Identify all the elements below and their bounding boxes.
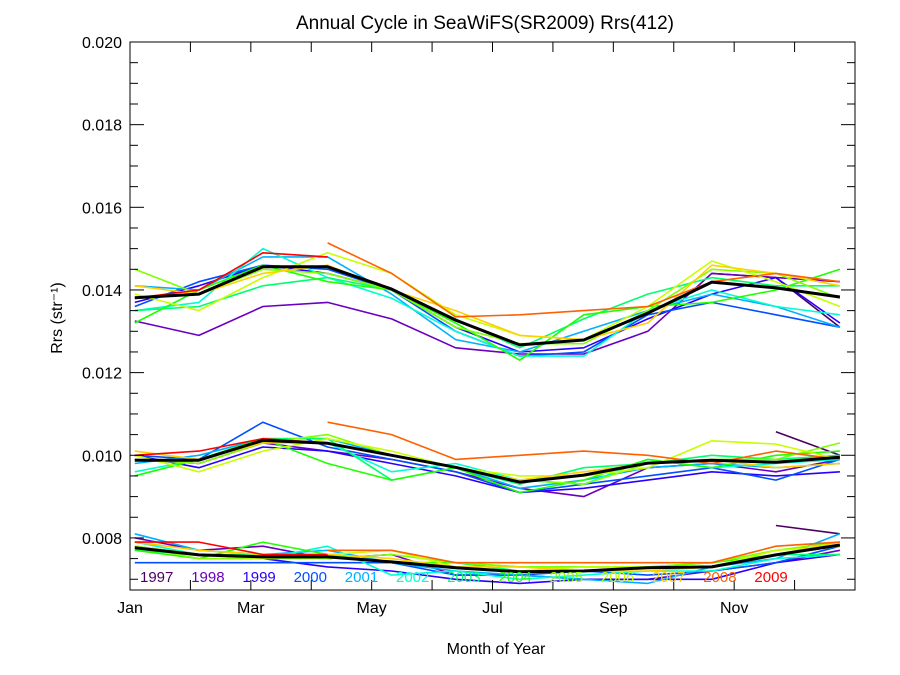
x-axis-label: Month of Year (447, 641, 546, 658)
y-tick-label: 0.012 (82, 366, 122, 383)
y-tick-label: 0.016 (82, 200, 122, 217)
series-line-1998-band-1 (134, 272, 840, 355)
legend-label-2004: 2004 (498, 569, 531, 586)
y-tick-label: 0.008 (82, 531, 122, 548)
series-line-1999-band-2 (134, 446, 840, 494)
series-line-2008-band-3 (327, 541, 840, 564)
legend-label-1998: 1998 (191, 569, 224, 586)
series-line-2006-band-2 (134, 437, 841, 477)
series-line-2000-band-2 (134, 421, 841, 494)
series-line-2006-band-1 (134, 252, 841, 341)
legend-label-1997: 1997 (140, 569, 173, 586)
x-tick-label: May (357, 600, 387, 617)
x-tick-label: Mar (237, 600, 265, 617)
series-line-2008-band-2 (327, 421, 841, 465)
series-line-2005-band-1 (134, 268, 841, 345)
legend-label-2002: 2002 (396, 569, 429, 586)
x-tick-label: Sep (599, 600, 628, 617)
series-line-1997-band-3 (775, 524, 841, 535)
legend-label-1999: 1999 (242, 569, 275, 586)
legend-label-2003: 2003 (447, 569, 480, 586)
x-tick-label: Nov (720, 600, 748, 617)
mean-line-band-1 (134, 265, 841, 347)
x-tick-label: Jul (482, 600, 502, 617)
series-line-2001-band-1 (134, 256, 841, 353)
y-tick-label: 0.020 (82, 35, 122, 52)
axes-layer: Jan Mar May Jul Sep Nov 0.008 0.010 0.012 0.014 0.… (82, 35, 856, 617)
series-layer (134, 242, 841, 585)
legend: 1997 1998 1999 2000 2001 2002 2003 2004 2005 2006… (140, 569, 788, 586)
series-line-2009-band-3 (134, 541, 328, 556)
series-line-1998-band-2 (134, 442, 841, 498)
series-line-2009-band-1 (134, 252, 328, 299)
mean-line-band-2 (134, 438, 841, 484)
series-line-2007-band-1 (134, 264, 841, 341)
legend-label-2005: 2005 (550, 569, 583, 586)
legend-label-2000: 2000 (294, 569, 327, 586)
mean-line-band-3 (134, 543, 841, 574)
legend-label-2008: 2008 (703, 569, 736, 586)
legend-label-2007: 2007 (652, 569, 685, 586)
legend-label-2001: 2001 (345, 569, 378, 586)
series-line-2004-band-1 (134, 264, 841, 361)
legend-label-2006: 2006 (601, 569, 634, 586)
y-axis-label: Rrs (str⁻¹) (49, 282, 66, 354)
legend-label-2009: 2009 (754, 569, 787, 586)
y-tick-label: 0.018 (82, 118, 122, 135)
chart-title: Annual Cycle in SeaWiFS(SR2009) Rrs(412) (296, 13, 674, 34)
x-tick-label: Jan (117, 600, 143, 617)
y-tick-label: 0.014 (82, 283, 122, 300)
series-line-2002-band-1 (134, 247, 841, 357)
y-tick-label: 0.010 (82, 448, 122, 465)
series-line-2008-band-1 (327, 242, 841, 318)
